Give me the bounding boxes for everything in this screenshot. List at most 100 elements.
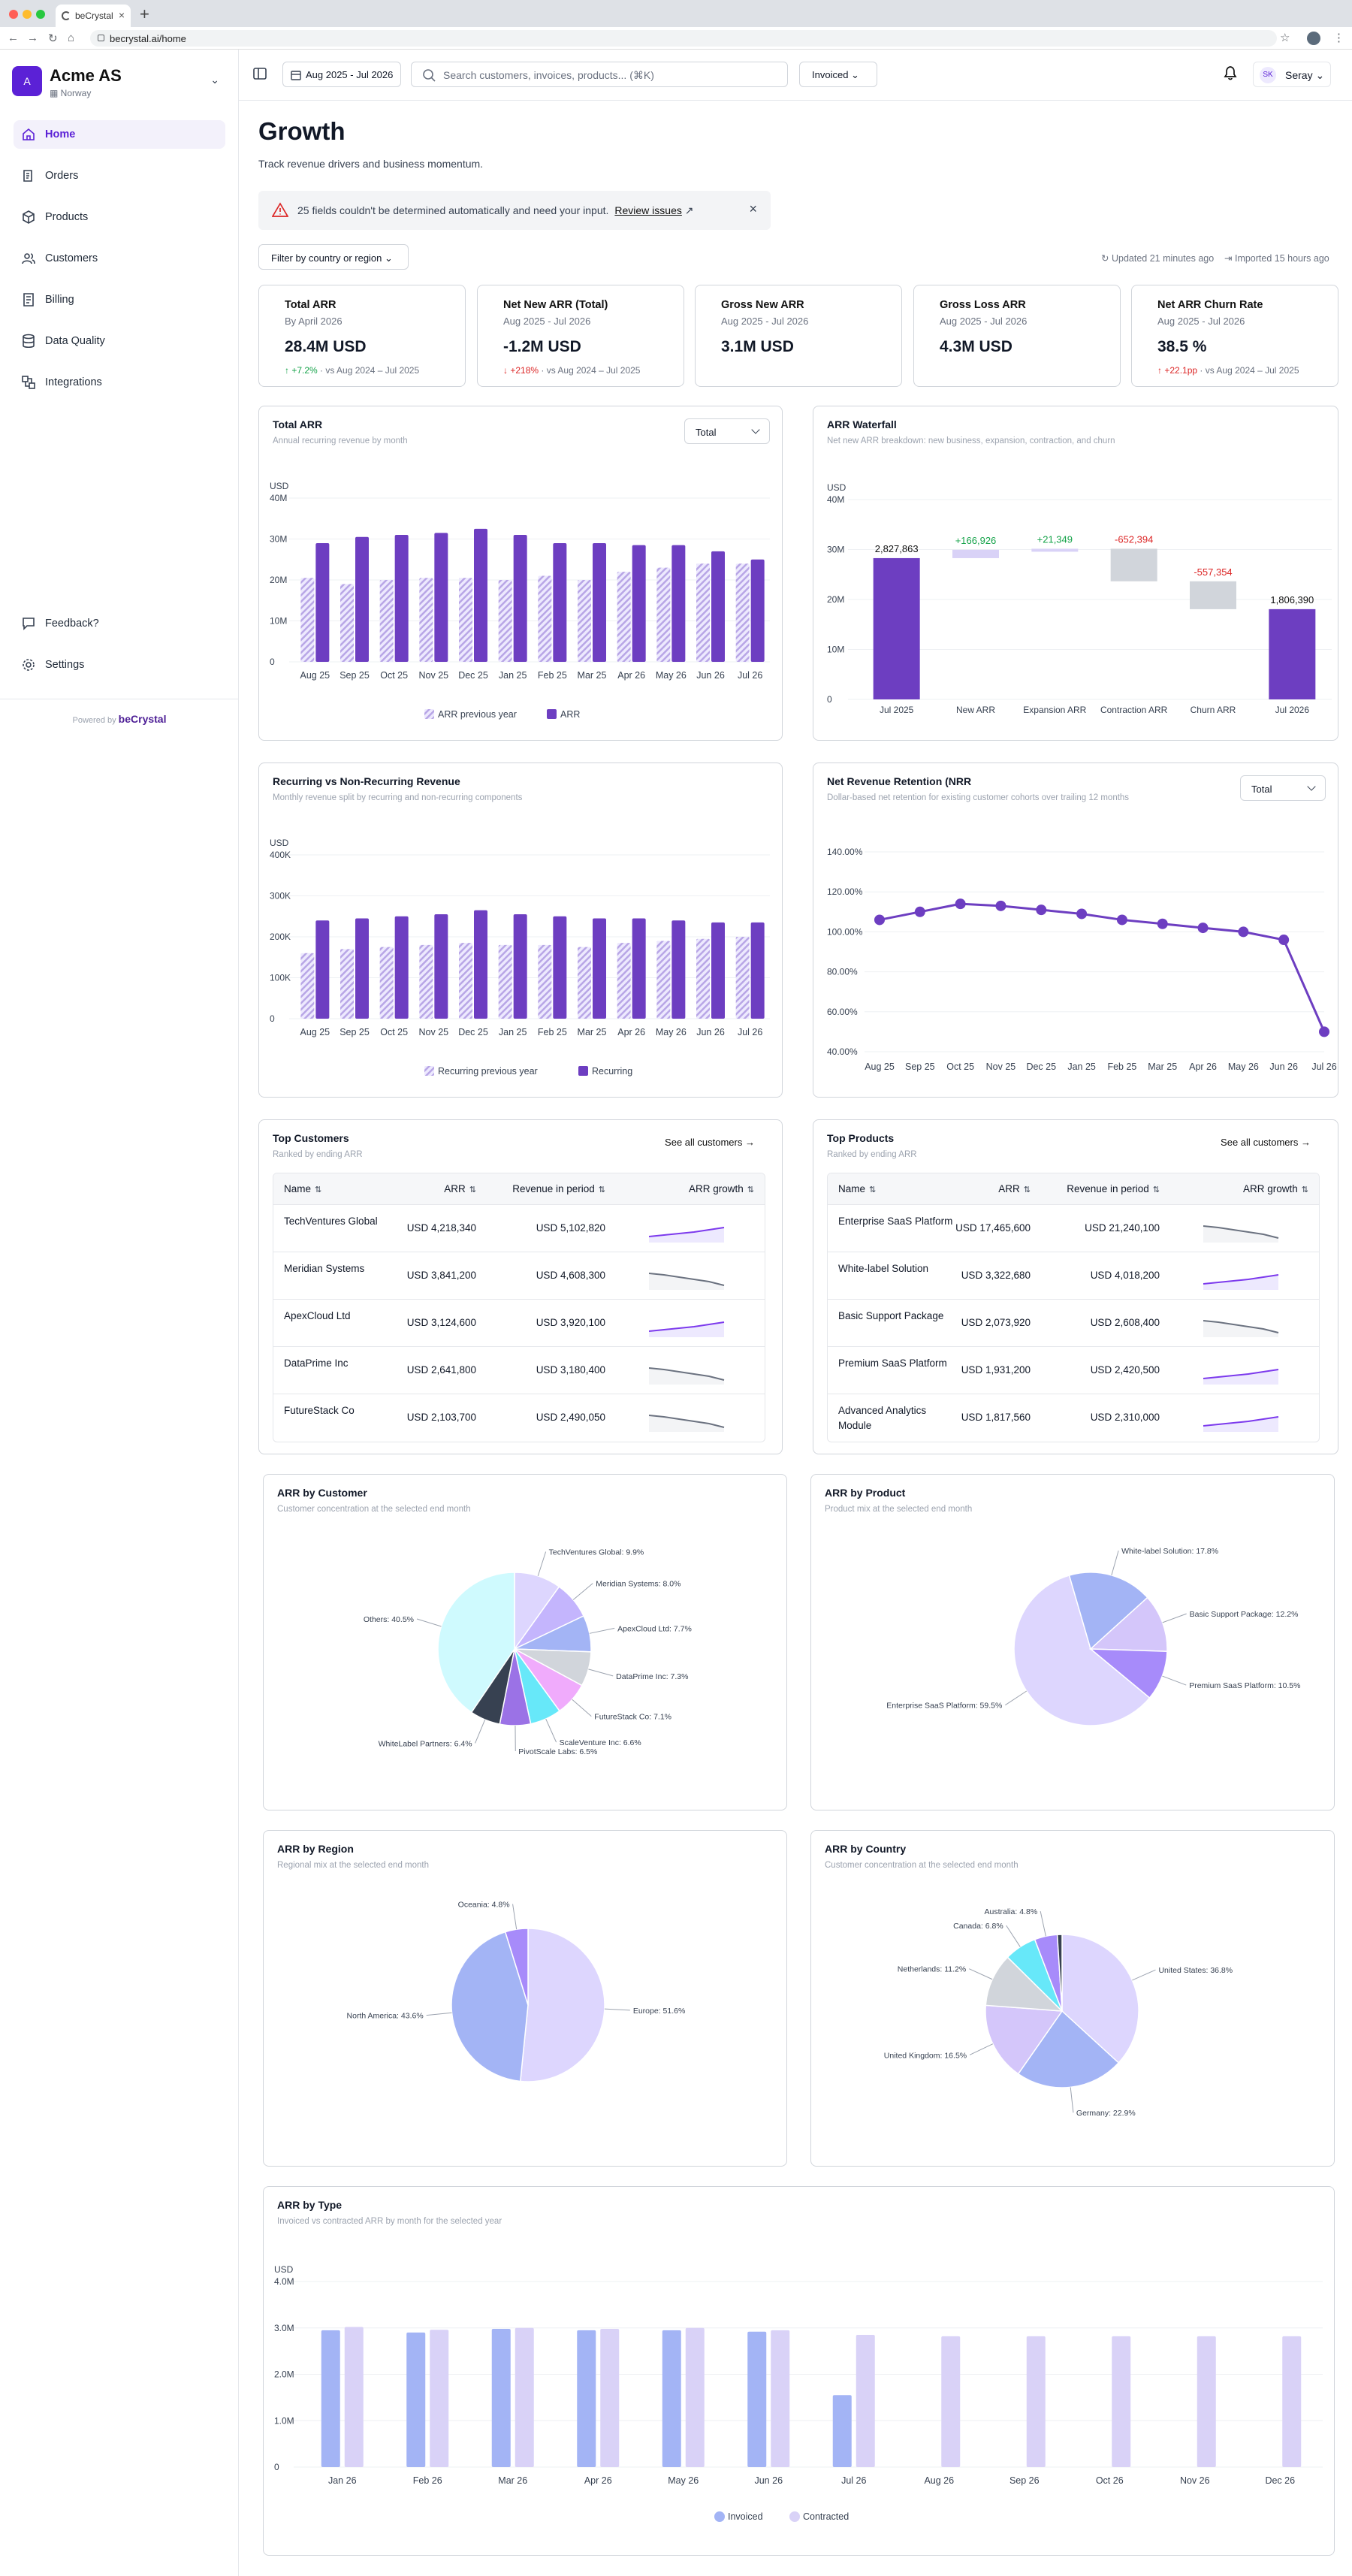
nrr-point	[1116, 914, 1127, 926]
org-country-label: Norway	[60, 88, 92, 98]
home-browser-icon[interactable]: ⌂	[68, 32, 75, 44]
sidebar-item-data-quality[interactable]: Data Quality	[14, 327, 225, 355]
y-tick-label: 0	[270, 657, 275, 667]
table-row[interactable]: ApexCloud Ltd USD 3,124,600 USD 3,920,100	[273, 1300, 765, 1347]
user-menu[interactable]: SK Seray ⌄	[1253, 62, 1331, 87]
org-name: Acme AS	[50, 66, 122, 85]
bar-arr	[671, 545, 686, 662]
minimize-window-icon[interactable]	[23, 10, 32, 19]
see-all-products-link[interactable]: See all customers →	[1221, 1137, 1311, 1148]
table-row[interactable]: Enterprise SaaS Platform USD 17,465,600 US…	[828, 1205, 1319, 1252]
column-header[interactable]: ARR ⇅	[998, 1183, 1031, 1194]
x-tick-label: Dec 25	[1026, 1062, 1056, 1072]
new-tab-icon[interactable]: +	[140, 5, 149, 23]
column-header[interactable]: Name ⇅	[838, 1183, 877, 1194]
bar-recurring	[434, 914, 448, 1019]
powered-by: Powered by beCrystal	[0, 699, 239, 725]
bar-recurring-previous-year	[498, 944, 512, 1019]
kpi-period: Aug 2025 - Jul 2026	[940, 316, 1028, 327]
total-arr-select[interactable]: Total	[684, 418, 770, 444]
table-row[interactable]: Advanced Analytics Module USD 1,817,560 US…	[828, 1394, 1319, 1442]
kpi-value: 3.1M USD	[721, 338, 794, 355]
reload-icon[interactable]: ↻	[48, 32, 58, 45]
bar-arr-previous-year	[656, 567, 671, 662]
close-icon[interactable]: ×	[749, 201, 757, 216]
close-window-icon[interactable]	[9, 10, 18, 19]
bar-arr	[513, 535, 527, 662]
table-row[interactable]: Meridian Systems USD 3,841,200 USD 4,608,3…	[273, 1252, 765, 1300]
close-tab-icon[interactable]: ×	[118, 9, 125, 21]
page-title: Growth	[258, 117, 346, 145]
y-axis-unit: USD	[270, 481, 289, 491]
column-header[interactable]: Revenue in period ⇅	[512, 1183, 605, 1194]
box-icon	[23, 210, 35, 224]
delta-down-icon: ↓	[503, 365, 511, 376]
bar-arr	[394, 535, 409, 662]
mode-select[interactable]: Invoiced ⌄	[799, 62, 877, 87]
sidebar-item-products[interactable]: Products	[14, 203, 225, 231]
date-range-picker[interactable]: Aug 2025 - Jul 2026	[282, 62, 401, 87]
kpi-delta: +7.2%	[291, 365, 318, 376]
search-input[interactable]: Search customers, invoices, products... …	[411, 62, 788, 87]
x-tick-label: Aug 25	[865, 1062, 895, 1072]
review-issues-link[interactable]: Review issues	[614, 204, 682, 216]
y-tick-label: 1.0M	[274, 2415, 294, 2426]
table-row[interactable]: White-label Solution USD 3,322,680 USD 4,0…	[828, 1252, 1319, 1300]
bell-icon[interactable]	[1222, 65, 1239, 81]
bar-arr	[750, 559, 765, 662]
sidebar-item-home[interactable]: Home	[14, 120, 225, 149]
page-subtitle: Track revenue drivers and business momen…	[258, 158, 484, 170]
column-header[interactable]: ARR growth ⇅	[1243, 1183, 1308, 1194]
pie-leader-line	[589, 1627, 615, 1634]
forward-icon[interactable]: →	[27, 32, 38, 44]
region-filter[interactable]: Filter by country or region ⌄	[258, 244, 409, 270]
y-tick-label: 2.0M	[274, 2369, 294, 2380]
sidebar-toggle-icon[interactable]	[252, 66, 267, 81]
browser-profile-avatar[interactable]	[1307, 32, 1320, 45]
column-header[interactable]: Revenue in period ⇅	[1067, 1183, 1160, 1194]
column-header[interactable]: ARR ⇅	[444, 1183, 476, 1194]
nrr-select[interactable]: Total	[1240, 775, 1326, 801]
nrr-point	[1197, 923, 1209, 934]
see-all-customers-link[interactable]: See all customers →	[665, 1137, 755, 1148]
nrr-point	[955, 898, 966, 910]
org-switcher[interactable]: A Acme AS ▦ Norway ⌄	[12, 66, 224, 101]
column-header[interactable]: ARR growth ⇅	[689, 1183, 754, 1194]
bar-arr-previous-year	[379, 580, 394, 662]
sidebar-item-integrations[interactable]: Integrations	[14, 368, 225, 397]
browser-menu-icon[interactable]: ⋮	[1333, 32, 1344, 44]
bookmark-star-icon[interactable]: ☆	[1280, 32, 1290, 44]
sidebar-item-billing[interactable]: Billing	[14, 285, 225, 314]
y-tick-label: 200K	[270, 932, 291, 942]
y-tick-label: 100K	[270, 973, 291, 983]
arr-growth-sparkline	[1203, 1264, 1308, 1290]
billing-icon	[23, 293, 34, 307]
card-subtitle: Net new ARR breakdown: new business, exp…	[827, 436, 1115, 445]
x-tick-label: Dec 26	[1265, 2475, 1295, 2486]
table-row[interactable]: FutureStack Co USD 2,103,700 USD 2,490,050	[273, 1394, 765, 1442]
sidebar-item-orders[interactable]: Orders	[14, 162, 225, 190]
back-icon[interactable]: ←	[8, 32, 19, 44]
see-all-label: See all customers	[665, 1137, 743, 1148]
pie-slice-label: ApexCloud Ltd: 7.7%	[617, 1624, 692, 1633]
bar-arr	[711, 551, 725, 662]
column-header[interactable]: Name ⇅	[284, 1183, 322, 1194]
sidebar-item-settings[interactable]: Settings	[14, 651, 225, 679]
row-name: ApexCloud Ltd	[284, 1310, 351, 1321]
url-input[interactable]: becrystal.ai/home	[90, 30, 1277, 47]
site-info-icon[interactable]	[98, 35, 104, 41]
tab-strip: beCrystal × +	[0, 0, 1352, 27]
sidebar-item-customers[interactable]: Customers	[14, 244, 225, 273]
table-row[interactable]: DataPrime Inc USD 2,641,800 USD 3,180,400	[273, 1347, 765, 1394]
sidebar-item-feedback[interactable]: Feedback?	[14, 609, 225, 638]
table-row[interactable]: Basic Support Package USD 2,073,920 USD 2,…	[828, 1300, 1319, 1347]
row-name: DataPrime Inc	[284, 1357, 349, 1369]
table-row[interactable]: TechVentures Global USD 4,218,340 USD 5,10…	[273, 1205, 765, 1252]
arr-waterfall-card: USD 0 10M 20M 30M 40M 2,827,863 Jul 2025 +166,92…	[813, 406, 1338, 741]
legend-swatch	[789, 2511, 800, 2522]
table-row[interactable]: Premium SaaS Platform USD 1,931,200 USD 2,…	[828, 1347, 1319, 1394]
maximize-window-icon[interactable]	[36, 10, 45, 19]
kpi-value: 38.5 %	[1157, 338, 1207, 355]
browser-tab[interactable]: beCrystal ×	[56, 5, 131, 27]
nrr-point	[995, 900, 1006, 911]
